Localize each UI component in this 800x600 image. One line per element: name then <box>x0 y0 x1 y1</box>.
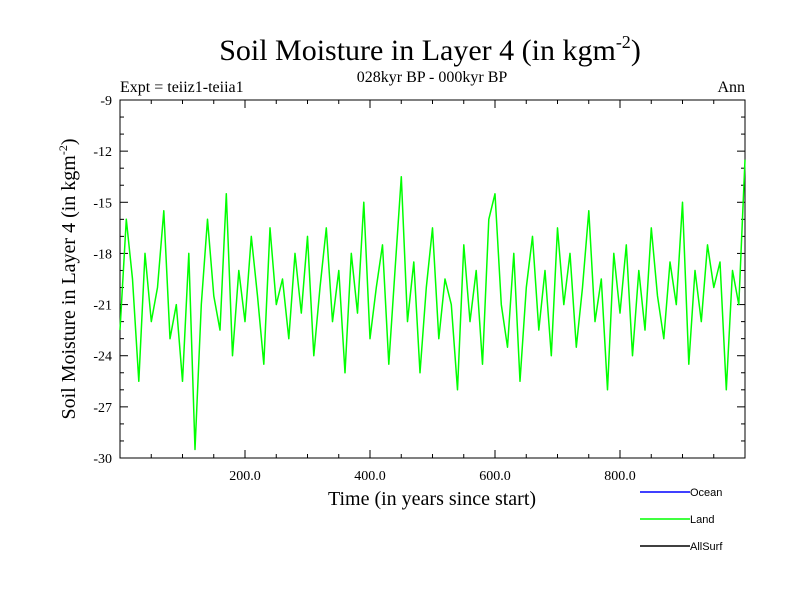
y-axis-label: Soil Moisture in Layer 4 (in kgm-2) <box>56 138 80 419</box>
y-axis: -30 -27 -24 -21 -18 -15 -12 -9 <box>93 94 745 467</box>
y-tick-label: -27 <box>93 401 112 416</box>
x-axis: 200.0 400.0 600.0 800.0 <box>119 100 746 484</box>
legend-label-allsurf: AllSurf <box>690 541 723 553</box>
x-tick-label: 400.0 <box>354 469 386 484</box>
legend-label-land: Land <box>690 514 714 526</box>
series-layer <box>119 159 746 451</box>
y-tick-label: -12 <box>93 145 112 160</box>
y-tick-label: -30 <box>93 452 112 467</box>
y-tick-label: -9 <box>100 94 112 109</box>
chart-subtitle: 028kyr BP - 000kyr BP <box>357 69 508 86</box>
y-tick-label: -18 <box>93 247 112 262</box>
experiment-label: Expt = teiiz1-teiia1 <box>120 79 244 96</box>
legend: Ocean Land AllSurf <box>640 487 723 553</box>
series-line-land <box>119 159 746 451</box>
legend-label-ocean: Ocean <box>690 487 722 499</box>
x-axis-label: Time (in years since start) <box>328 488 536 510</box>
chart-title: Soil Moisture in Layer 4 (in kgm-2) <box>219 32 641 67</box>
x-tick-label: 200.0 <box>229 469 261 484</box>
y-tick-label: -24 <box>93 350 112 365</box>
plot-frame <box>119 99 746 459</box>
y-tick-label: -15 <box>93 196 112 211</box>
season-label: Ann <box>717 79 745 96</box>
y-tick-label: -21 <box>93 299 112 314</box>
x-tick-label: 600.0 <box>479 469 511 484</box>
x-tick-label: 800.0 <box>604 469 636 484</box>
